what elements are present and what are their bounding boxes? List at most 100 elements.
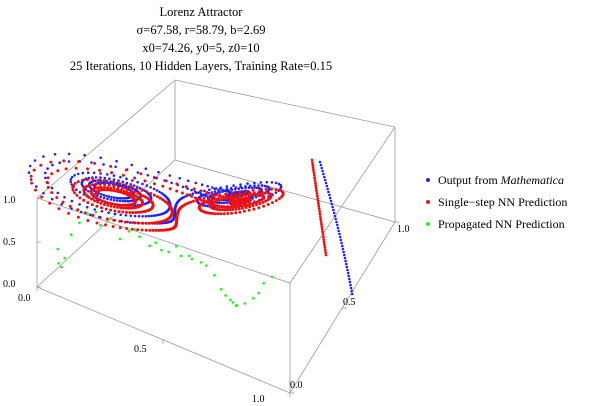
data-point [100, 210, 104, 213]
data-point [218, 201, 221, 205]
data-point [218, 188, 221, 191]
plot-box [36, 79, 396, 394]
data-point [109, 198, 113, 201]
data-point [124, 183, 127, 187]
data-point [265, 180, 269, 184]
data-point [148, 244, 152, 248]
data-point [184, 185, 188, 189]
data-point [263, 184, 267, 188]
data-point [238, 210, 242, 214]
data-point [330, 202, 334, 206]
data-point [247, 186, 251, 189]
data-point [328, 193, 331, 197]
data-point [161, 184, 165, 188]
data-point [121, 197, 125, 200]
data-point [124, 214, 128, 217]
data-point [320, 227, 324, 231]
data-point [205, 191, 209, 194]
data-point [49, 160, 53, 164]
data-point [46, 185, 50, 189]
data-point [71, 186, 75, 189]
data-point [133, 190, 136, 194]
data-point [318, 160, 322, 164]
data-point [132, 184, 136, 187]
data-point [253, 181, 256, 185]
chart-title-line-1: Lorenz Attractor [160, 5, 244, 19]
data-point [104, 207, 108, 211]
data-point [234, 186, 238, 189]
data-point [346, 268, 349, 272]
data-point [122, 189, 126, 193]
data-point [46, 167, 49, 170]
data-point [270, 187, 273, 191]
data-point [90, 197, 94, 201]
data-point [83, 211, 87, 215]
data-point [232, 184, 235, 187]
data-point [112, 205, 116, 209]
data-point [229, 194, 233, 198]
data-point [157, 170, 160, 174]
data-point [57, 207, 61, 211]
data-point [119, 206, 123, 210]
data-point [317, 202, 320, 206]
data-point [27, 171, 31, 174]
data-point [199, 261, 203, 264]
data-point [96, 200, 100, 204]
data-point [113, 209, 117, 213]
data-point [93, 161, 97, 165]
data-point [154, 214, 157, 217]
data-point [229, 186, 233, 190]
data-point [136, 210, 140, 214]
data-point [124, 199, 127, 203]
data-point [117, 196, 120, 200]
data-point [76, 215, 80, 219]
chart-title-line-4: 25 Iterations, 10 Hidden Layers, Trainin… [70, 59, 332, 73]
data-point [120, 203, 124, 207]
data-point [339, 238, 343, 242]
data-point [109, 164, 113, 168]
data-point [90, 203, 94, 207]
data-point [257, 291, 261, 295]
data-point [274, 188, 278, 192]
data-point [190, 257, 194, 261]
data-point [125, 227, 129, 231]
data-point [216, 212, 220, 216]
data-point [102, 186, 106, 189]
data-point [321, 230, 324, 234]
data-point [342, 250, 345, 254]
data-point [98, 215, 102, 219]
data-point [70, 207, 73, 210]
data-point [109, 208, 113, 212]
data-point [190, 194, 194, 198]
data-point [110, 195, 113, 199]
data-point [78, 221, 81, 225]
data-point [237, 205, 241, 208]
data-point [74, 166, 78, 170]
data-point [106, 181, 110, 185]
data-point [350, 289, 354, 293]
data-point [206, 184, 209, 188]
data-point [156, 195, 159, 199]
data-point [145, 184, 149, 187]
data-point [239, 185, 242, 189]
data-point [136, 191, 140, 195]
data-point [98, 168, 101, 172]
data-point [158, 196, 162, 200]
data-point [56, 191, 60, 195]
data-point [112, 218, 116, 222]
data-point [116, 188, 119, 191]
data-point [28, 164, 32, 168]
data-point [199, 189, 203, 193]
data-point [131, 179, 134, 182]
data-point [340, 241, 343, 245]
data-point [311, 166, 315, 170]
data-point [108, 177, 111, 180]
data-point [318, 212, 322, 216]
data-point [116, 185, 120, 189]
data-point [325, 184, 329, 188]
data-point [102, 163, 105, 166]
data-point [77, 159, 81, 163]
data-point [60, 202, 63, 206]
data-point [326, 187, 330, 191]
data-point [313, 176, 316, 180]
